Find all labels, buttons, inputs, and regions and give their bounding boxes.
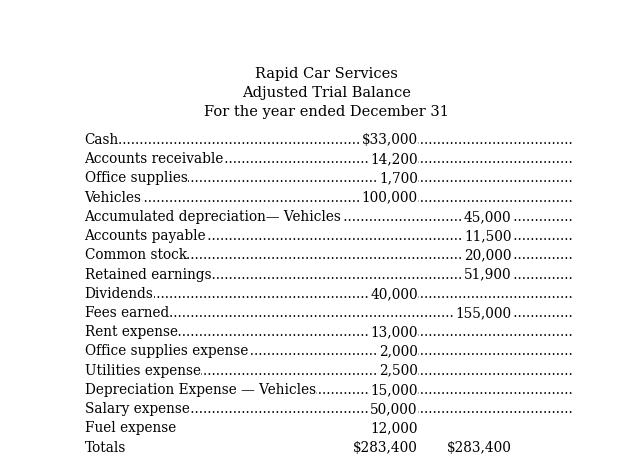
Text: ................................................................................: ........................................…	[85, 422, 637, 435]
Text: 20,000: 20,000	[464, 248, 512, 262]
Text: ................................................................................: ........................................…	[85, 383, 637, 397]
Text: 155,000: 155,000	[455, 306, 512, 320]
Text: ................................................................................: ........................................…	[85, 344, 637, 358]
Text: 45,000: 45,000	[464, 210, 512, 224]
Text: 40,000: 40,000	[370, 287, 418, 301]
Text: ................................................................................: ........................................…	[85, 440, 637, 455]
Text: 12,000: 12,000	[370, 422, 418, 435]
Text: Fuel expense: Fuel expense	[85, 422, 176, 435]
Text: 51,900: 51,900	[464, 268, 512, 282]
Text: 2,000: 2,000	[379, 344, 418, 358]
Text: $283,400: $283,400	[353, 440, 418, 455]
Text: 2,500: 2,500	[379, 364, 418, 378]
Text: 11,500: 11,500	[464, 229, 512, 243]
Text: ................................................................................: ........................................…	[85, 191, 637, 205]
Text: ................................................................................: ........................................…	[85, 248, 637, 262]
Text: 50,000: 50,000	[370, 402, 418, 416]
Text: Adjusted Trial Balance: Adjusted Trial Balance	[242, 86, 411, 100]
Text: Accounts receivable: Accounts receivable	[85, 152, 224, 166]
Text: Fees earned: Fees earned	[85, 306, 169, 320]
Text: Utilities expense: Utilities expense	[85, 364, 201, 378]
Text: Totals: Totals	[85, 440, 126, 455]
Text: Rapid Car Services: Rapid Car Services	[255, 67, 398, 81]
Text: Retained earnings: Retained earnings	[85, 268, 211, 282]
Text: Salary expense: Salary expense	[85, 402, 189, 416]
Text: $283,400: $283,400	[447, 440, 512, 455]
Text: ................................................................................: ........................................…	[85, 306, 637, 320]
Text: Rent expense: Rent expense	[85, 325, 178, 339]
Text: ................................................................................: ........................................…	[85, 152, 637, 166]
Text: Office supplies: Office supplies	[85, 171, 187, 186]
Text: Common stock: Common stock	[85, 248, 187, 262]
Text: 15,000: 15,000	[370, 383, 418, 397]
Text: $33,000: $33,000	[362, 133, 418, 147]
Text: Cash: Cash	[85, 133, 119, 147]
Text: For the year ended December 31: For the year ended December 31	[204, 105, 449, 119]
Text: ................................................................................: ........................................…	[85, 171, 637, 186]
Text: ................................................................................: ........................................…	[85, 287, 637, 301]
Text: 100,000: 100,000	[362, 191, 418, 205]
Text: Dividends: Dividends	[85, 287, 154, 301]
Text: Accumulated depreciation— Vehicles: Accumulated depreciation— Vehicles	[85, 210, 341, 224]
Text: 14,200: 14,200	[370, 152, 418, 166]
Text: Accounts payable: Accounts payable	[85, 229, 206, 243]
Text: ................................................................................: ........................................…	[85, 325, 637, 339]
Text: ................................................................................: ........................................…	[85, 364, 637, 378]
Text: 1,700: 1,700	[379, 171, 418, 186]
Text: ................................................................................: ........................................…	[85, 229, 637, 243]
Text: ................................................................................: ........................................…	[85, 133, 637, 147]
Text: Vehicles: Vehicles	[85, 191, 141, 205]
Text: Depreciation Expense — Vehicles: Depreciation Expense — Vehicles	[85, 383, 316, 397]
Text: ................................................................................: ........................................…	[85, 402, 637, 416]
Text: Office supplies expense: Office supplies expense	[85, 344, 248, 358]
Text: ................................................................................: ........................................…	[85, 268, 637, 282]
Text: ................................................................................: ........................................…	[85, 210, 637, 224]
Text: 13,000: 13,000	[370, 325, 418, 339]
